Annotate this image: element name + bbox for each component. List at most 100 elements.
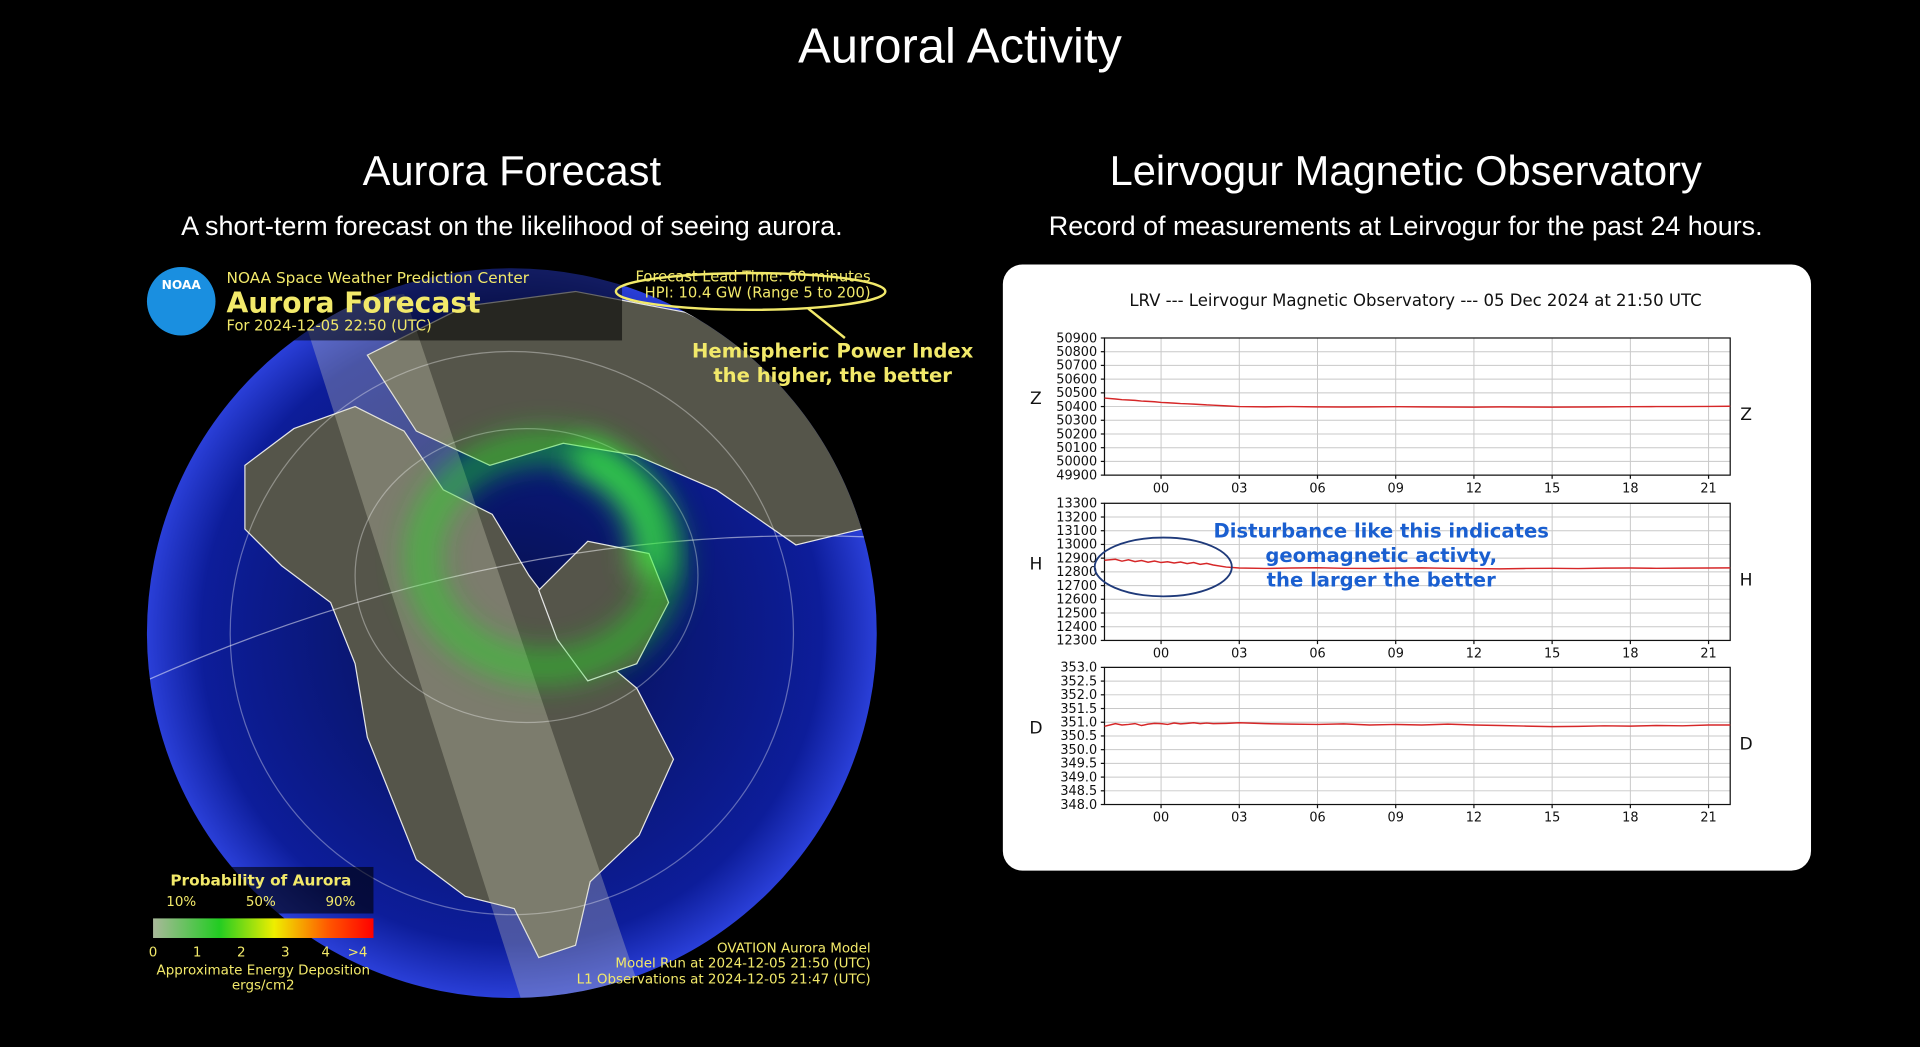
y-tick-label: 12700 [1056, 579, 1097, 594]
y-tick-label: 353.0 [1060, 661, 1097, 676]
x-tick-label: 18 [1622, 811, 1638, 826]
graticule [229, 350, 795, 916]
y-tick-label: 349.0 [1060, 770, 1097, 785]
y-tick-label: 349.5 [1060, 757, 1097, 772]
x-tick-label: 09 [1388, 811, 1404, 826]
y-tick-label: 50700 [1056, 359, 1097, 374]
plot-frame [1103, 666, 1731, 806]
noaa-logo [146, 266, 216, 336]
x-tick-label: 00 [1153, 647, 1169, 662]
x-tick-label: 15 [1544, 647, 1560, 662]
chart-title: LRV --- Leirvogur Magnetic Observatory -… [1129, 291, 1701, 310]
data-line [1104, 397, 1731, 408]
y-tick-label: 348.0 [1060, 798, 1097, 813]
y-tick-label: 50500 [1056, 386, 1097, 401]
x-tick-label: 15 [1544, 811, 1560, 826]
y-tick-label: 12900 [1056, 551, 1097, 566]
x-tick-label: 03 [1231, 811, 1247, 826]
logo-text: NOAA [162, 278, 202, 292]
y-tick-label: 49900 [1056, 468, 1097, 483]
x-tick-label: 09 [1388, 647, 1404, 662]
graticule [146, 535, 877, 687]
legend-percent: 90% [325, 895, 355, 910]
y-axis-label: H [1029, 554, 1042, 574]
x-tick-label: 12 [1466, 647, 1482, 662]
y-tick-label: 50200 [1056, 427, 1097, 442]
y-tick-label: 12800 [1056, 565, 1097, 580]
y-tick-label: 12300 [1056, 634, 1097, 649]
map-lead-time: Forecast Lead Time: 60 minutes [635, 269, 870, 286]
y-tick-label: 13000 [1056, 538, 1097, 553]
x-tick-label: 00 [1153, 811, 1169, 826]
graticule [354, 427, 699, 724]
y-tick-label: 352.0 [1060, 688, 1097, 703]
legend-tick: 3 [281, 945, 290, 960]
y-tick-label: 13300 [1056, 497, 1097, 512]
section-heading: Aurora Forecast [363, 147, 662, 194]
legend-tick: 2 [237, 945, 246, 960]
map-org: NOAA Space Weather Prediction Center [227, 269, 530, 287]
x-tick-label: 03 [1231, 481, 1247, 496]
y-tick-label: 50900 [1056, 331, 1097, 346]
annotation: Disturbance like this indicates [1214, 520, 1549, 543]
map-footer: Model Run at 2024-12-05 21:50 (UTC) [615, 956, 870, 971]
legend-tick: 4 [321, 945, 330, 960]
x-tick-label: 03 [1231, 647, 1247, 662]
y-tick-label: 50100 [1056, 441, 1097, 456]
y-tick-label: 50000 [1056, 455, 1097, 470]
legend-tick: 0 [149, 945, 158, 960]
y-tick-label: 50800 [1056, 345, 1097, 360]
x-tick-label: 18 [1622, 481, 1638, 496]
hpi-note: the higher, the better [713, 364, 952, 387]
disturbance-highlight [1093, 536, 1233, 598]
y-tick-label: 12600 [1056, 593, 1097, 608]
data-line [1104, 558, 1731, 570]
x-tick-label: 21 [1700, 811, 1716, 826]
x-tick-label: 21 [1700, 647, 1716, 662]
x-tick-label: 00 [1153, 481, 1169, 496]
data-line [1104, 722, 1731, 728]
hpi-note: Hemispheric Power Index [692, 340, 974, 363]
y-tick-label: 12400 [1056, 620, 1097, 635]
hpi-highlight [614, 271, 887, 312]
y-tick-label: 351.5 [1060, 702, 1097, 717]
y-tick-label: 352.5 [1060, 674, 1097, 689]
legend-percent: 50% [246, 895, 276, 910]
plot-frame [1103, 502, 1731, 642]
globe-content [146, 290, 877, 998]
legend-caption: Approximate Energy Deposition [157, 964, 371, 979]
y-axis-label-right: Z [1740, 405, 1752, 425]
y-tick-label: 13200 [1056, 510, 1097, 525]
y-tick-label: 350.0 [1060, 743, 1097, 758]
aurora-oval [568, 437, 668, 578]
y-tick-label: 13100 [1056, 524, 1097, 539]
legend-title: Probability of Aurora [170, 871, 351, 889]
y-axis-label: D [1029, 719, 1042, 739]
x-tick-label: 15 [1544, 481, 1560, 496]
map-valid: For 2024-12-05 22:50 (UTC) [227, 318, 432, 335]
x-tick-label: 06 [1309, 481, 1325, 496]
y-tick-label: 350.5 [1060, 729, 1097, 744]
x-tick-label: 12 [1466, 811, 1482, 826]
legend-percent: 10% [166, 895, 196, 910]
legend-bg [153, 866, 374, 914]
x-tick-label: 12 [1466, 481, 1482, 496]
y-tick-label: 12500 [1056, 606, 1097, 621]
map-title: Aurora Forecast [227, 286, 481, 319]
annotation: geomagnetic activty, [1265, 544, 1497, 567]
map-header-bg [144, 264, 623, 341]
map-footer: OVATION Aurora Model [717, 942, 871, 957]
page-title: Auroral Activity [798, 19, 1122, 73]
legend-caption: ergs/cm2 [232, 978, 295, 993]
legend-scale [153, 918, 374, 938]
y-tick-label: 351.0 [1060, 716, 1097, 731]
hpi-pointer [807, 307, 846, 339]
y-tick-label: 50400 [1056, 400, 1097, 415]
y-tick-label: 50300 [1056, 414, 1097, 429]
map-footer: L1 Observations at 2024-12-05 21:47 (UTC… [577, 972, 871, 987]
x-tick-label: 06 [1309, 647, 1325, 662]
y-axis-label-right: H [1740, 570, 1753, 590]
